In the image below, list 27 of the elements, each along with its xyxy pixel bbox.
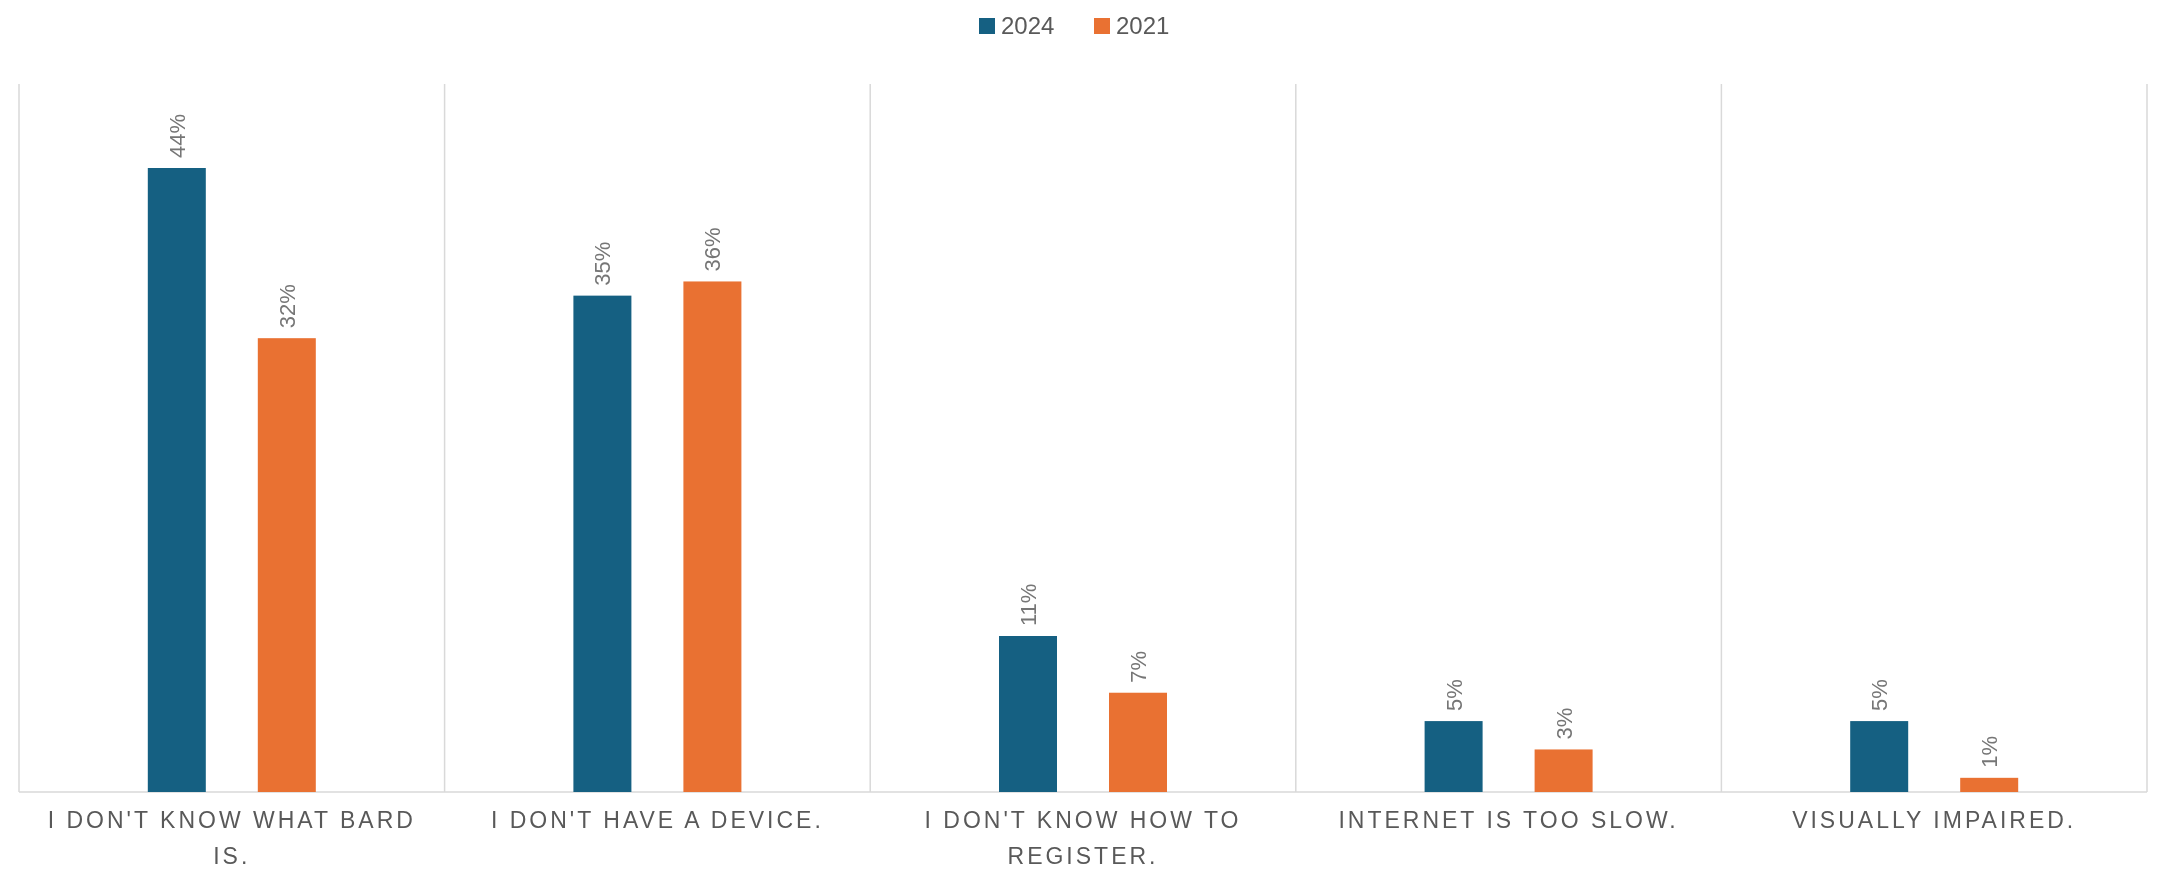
x-tick-label: I DON'T KNOW HOW TO REGISTER. <box>924 807 1242 869</box>
data-label: 5% <box>1867 679 1893 712</box>
data-label: 36% <box>700 227 726 272</box>
data-label: 44% <box>164 113 190 158</box>
legend-label: 2024 <box>1001 12 1055 39</box>
bar <box>573 295 632 792</box>
x-tick-label: I DON'T HAVE A DEVICE. <box>490 807 824 833</box>
data-label: 7% <box>1126 650 1151 683</box>
bar <box>1424 721 1483 792</box>
data-label: 11% <box>1016 583 1041 626</box>
bar <box>999 636 1057 792</box>
bar <box>1534 749 1593 792</box>
bar <box>1960 777 2019 792</box>
legend-label: 2021 <box>1116 12 1170 39</box>
data-label: 3% <box>1551 707 1577 740</box>
bar <box>1850 721 1909 792</box>
bar <box>257 338 316 792</box>
bar <box>147 168 206 792</box>
data-label: 1% <box>1977 736 2003 768</box>
bar <box>1109 692 1167 792</box>
x-tick-label: INTERNET IS TOO SLOW. <box>1338 807 1679 833</box>
x-tick-label: I DON'T KNOW WHAT BARD IS. <box>47 807 416 869</box>
data-label: 32% <box>274 284 300 329</box>
bar <box>683 281 742 792</box>
x-tick-label: VISUALLY IMPAIRED. <box>1792 807 2077 833</box>
data-label: 35% <box>590 241 616 286</box>
data-label: 5% <box>1441 679 1467 712</box>
